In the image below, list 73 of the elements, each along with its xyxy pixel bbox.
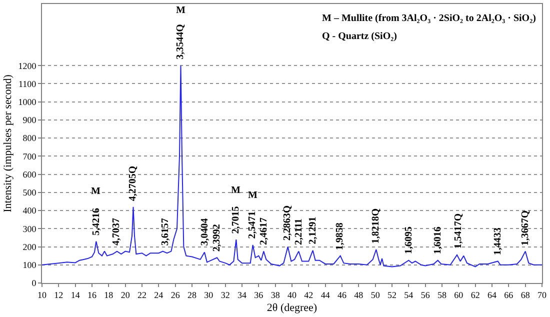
x-tick-label: 16 bbox=[88, 290, 97, 300]
x-tick-label: 20 bbox=[120, 290, 130, 300]
annotation: 2,1291 bbox=[307, 216, 318, 244]
x-tick-label: 70 bbox=[538, 290, 547, 300]
annotation: 1,6095 bbox=[403, 226, 414, 254]
annotation: M bbox=[248, 190, 258, 201]
x-tick-label: 38 bbox=[270, 290, 280, 300]
x-tick-label: 42 bbox=[304, 290, 314, 300]
annotation: M – Mullite (from 3Al₂O₃ · 2SiO₂ to 2Al₂O₃ · SiO₂) bbox=[322, 13, 536, 24]
annotation: 2,2863Q bbox=[282, 205, 294, 241]
x-tick-label: 34 bbox=[238, 290, 247, 300]
y-tick-label: 1200 bbox=[18, 60, 37, 71]
x-tick-label: 56 bbox=[420, 290, 430, 300]
x-tick-label: 24 bbox=[154, 290, 164, 300]
annotation: 2,5471 bbox=[246, 211, 258, 239]
x-tick-label: 58 bbox=[438, 290, 447, 300]
annotation: M bbox=[91, 186, 101, 197]
x-tick-label: 32 bbox=[220, 290, 230, 300]
x-tick-label: 44 bbox=[320, 290, 330, 300]
y-tick-label: 500 bbox=[22, 188, 37, 198]
annotation: 1,9858 bbox=[334, 222, 346, 250]
annotation: 5,4216 bbox=[90, 208, 102, 236]
annotation: Q - Quartz (SiO₂) bbox=[322, 31, 397, 42]
y-axis-title: Intensity (impulses per second) bbox=[2, 74, 14, 212]
x-tick-label: 60 bbox=[454, 290, 464, 300]
x-tick-label: 48 bbox=[354, 290, 364, 300]
y-tick-label: 100 bbox=[22, 260, 37, 270]
x-tick-label: 50 bbox=[370, 290, 380, 300]
y-tick-label: 200 bbox=[22, 242, 37, 252]
x-axis-title: 2θ (degree) bbox=[266, 302, 318, 314]
annotation: 1,8218Q bbox=[370, 208, 382, 244]
x-tick-label: 12 bbox=[54, 290, 64, 300]
annotation: 3,6157 bbox=[160, 218, 172, 246]
annotation: 2,3992 bbox=[211, 224, 222, 252]
x-tick-label: 28 bbox=[188, 290, 197, 300]
x-tick-label: 66 bbox=[504, 290, 514, 300]
x-tick-label: 52 bbox=[388, 290, 396, 300]
annotation: 1,5417Q bbox=[452, 213, 464, 249]
annotation: 1,6016 bbox=[432, 226, 444, 254]
y-tick-label: 700 bbox=[22, 151, 37, 162]
annotation: 3,3544Q bbox=[175, 24, 186, 60]
x-tick-label: 30 bbox=[204, 290, 214, 300]
y-tick-label: 600 bbox=[22, 169, 37, 180]
annotation: 1,4433 bbox=[492, 228, 504, 256]
x-tick-label: 36 bbox=[254, 290, 264, 300]
y-tick-label: 400 bbox=[22, 206, 37, 216]
annotation: 4,2705Q bbox=[127, 166, 138, 202]
y-tick-label: 800 bbox=[22, 133, 37, 144]
annotation: M bbox=[176, 5, 186, 16]
x-tick-label: 46 bbox=[338, 290, 347, 300]
x-tick-label: 54 bbox=[404, 290, 414, 300]
annotation: M bbox=[231, 185, 241, 196]
x-tick-label: 18 bbox=[104, 290, 114, 300]
x-tick-label: 22 bbox=[138, 290, 146, 300]
x-tick-label: 40 bbox=[288, 290, 297, 300]
x-tick-label: 62 bbox=[470, 290, 480, 300]
x-tick-label: 26 bbox=[170, 290, 180, 300]
y-tick-label: 300 bbox=[22, 224, 37, 234]
y-tick-label: 0 bbox=[32, 278, 37, 288]
annotation: 2,4617 bbox=[258, 217, 270, 245]
annotation: 2,2111 bbox=[293, 218, 304, 245]
annotation: 3,0404 bbox=[199, 218, 210, 246]
x-tick-label: 10 bbox=[38, 290, 47, 300]
x-tick-label: 14 bbox=[70, 290, 80, 300]
y-tick-label: 1100 bbox=[18, 78, 37, 89]
y-tick-label: 900 bbox=[22, 115, 37, 126]
x-tick-label: 68 bbox=[520, 290, 530, 300]
annotation: 1,3667Q bbox=[520, 210, 532, 246]
annotation: 2,7015 bbox=[230, 206, 242, 234]
y-tick-label: 1000 bbox=[18, 96, 37, 107]
annotation: 4,7037 bbox=[110, 218, 122, 246]
x-tick-label: 64 bbox=[488, 290, 497, 300]
line-series bbox=[42, 65, 542, 268]
